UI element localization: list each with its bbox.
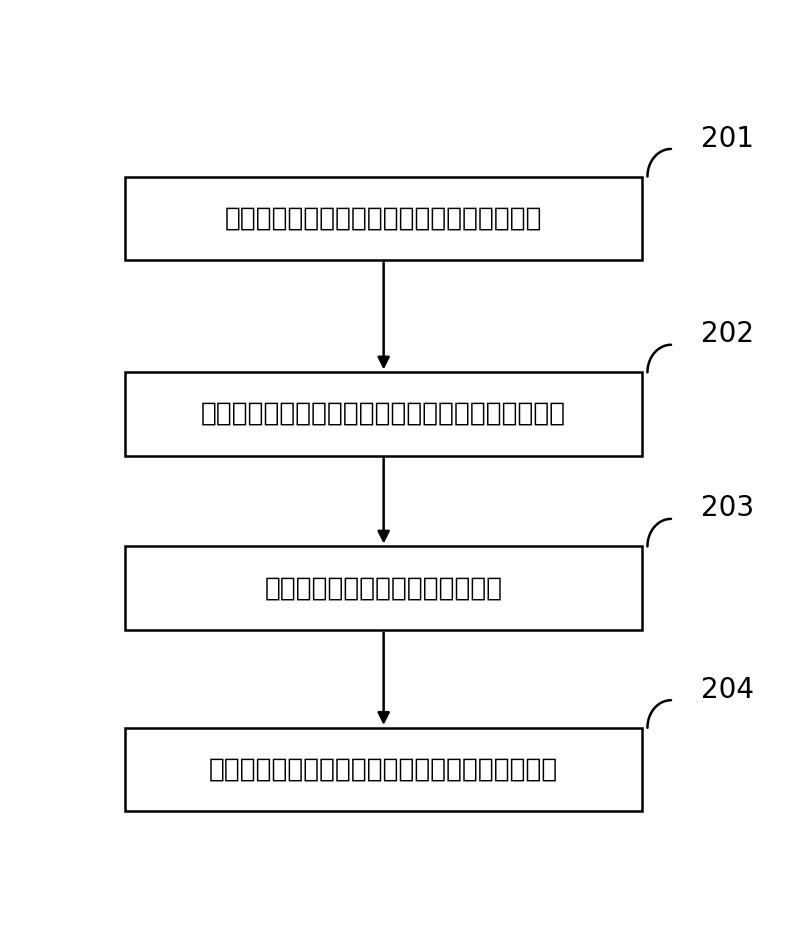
Text: 203: 203 xyxy=(701,495,754,523)
Bar xyxy=(125,728,642,811)
Text: 201: 201 xyxy=(701,124,754,153)
Bar xyxy=(125,546,642,630)
Text: 将第一集合与第二集合中的天线进行任意组合: 将第一集合与第二集合中的天线进行任意组合 xyxy=(225,205,542,231)
Bar xyxy=(125,176,642,260)
Text: 204: 204 xyxy=(701,675,754,704)
Text: 从所有组合中选择最大绝对值对应的组合中的天线: 从所有组合中选择最大绝对值对应的组合中的天线 xyxy=(209,756,558,783)
Text: 将所有组合对应的绝对值进行比较: 将所有组合对应的绝对值进行比较 xyxy=(265,576,502,601)
Bar xyxy=(125,372,642,456)
Text: 202: 202 xyxy=(701,320,754,349)
Text: 获得每个组合的两根天线的编号之间的差值的绝对值: 获得每个组合的两根天线的编号之间的差值的绝对值 xyxy=(201,401,566,427)
